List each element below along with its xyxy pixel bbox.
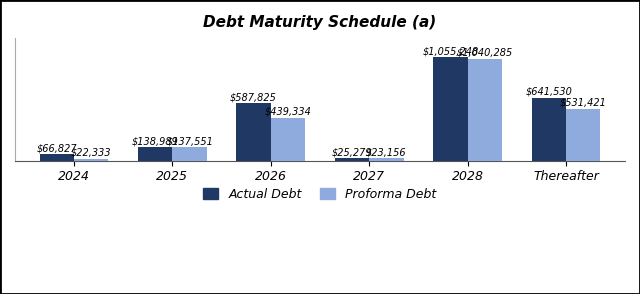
Title: Debt Maturity Schedule (a): Debt Maturity Schedule (a) <box>204 15 436 30</box>
Legend: Actual Debt, Proforma Debt: Actual Debt, Proforma Debt <box>198 183 442 206</box>
Text: $25,279: $25,279 <box>332 147 372 157</box>
Text: $138,989: $138,989 <box>132 136 179 146</box>
Text: $23,156: $23,156 <box>366 148 407 158</box>
Bar <box>236 103 271 161</box>
Text: $1,055,248: $1,055,248 <box>422 46 479 56</box>
Bar <box>566 108 600 161</box>
Text: $137,551: $137,551 <box>166 136 213 146</box>
Text: $439,334: $439,334 <box>264 107 312 117</box>
Text: $531,421: $531,421 <box>560 98 607 108</box>
Text: $587,825: $587,825 <box>230 92 277 102</box>
Bar <box>172 147 207 161</box>
Bar <box>532 98 566 161</box>
Text: $641,530: $641,530 <box>525 87 572 97</box>
Bar <box>433 57 468 161</box>
Bar <box>271 118 305 161</box>
Bar <box>335 158 369 161</box>
Bar <box>74 158 108 161</box>
Text: $1,040,285: $1,040,285 <box>457 48 513 58</box>
Text: $66,827: $66,827 <box>36 143 77 153</box>
Bar <box>40 154 74 161</box>
Bar <box>468 59 502 161</box>
Bar <box>369 158 404 161</box>
Bar <box>138 147 172 161</box>
Text: $22,333: $22,333 <box>71 148 111 158</box>
